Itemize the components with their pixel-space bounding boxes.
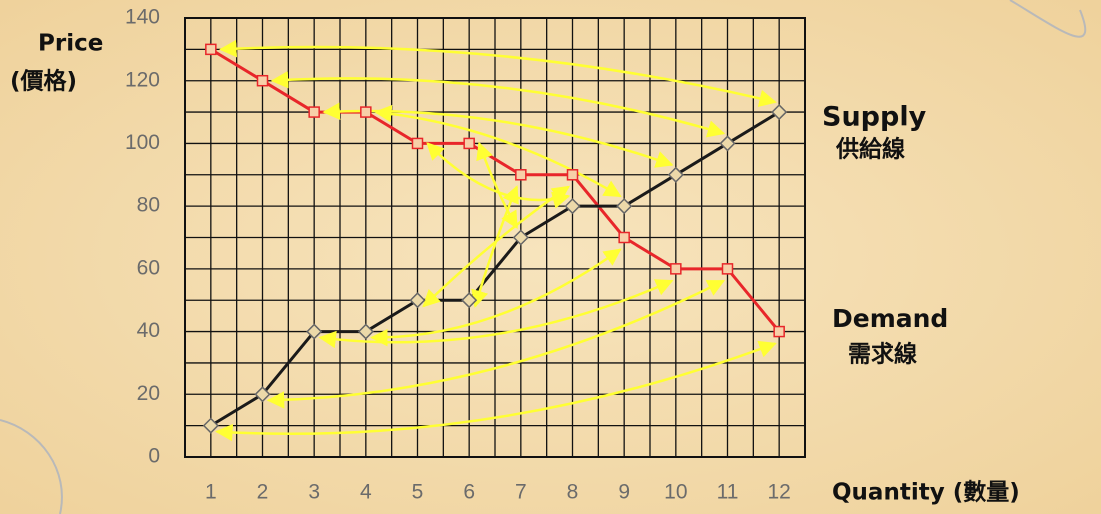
x-axis-label: Quantity (數量): [832, 480, 1020, 506]
legend-supply-sub: 供給線: [835, 136, 905, 163]
supply-marker: [616, 198, 633, 215]
supply-marker: [771, 104, 788, 121]
x-tick-label: 10: [664, 481, 687, 504]
demand-marker: [618, 231, 630, 244]
demand-marker: [308, 106, 320, 118]
supply-marker: [202, 417, 219, 434]
supply-marker: [667, 166, 684, 183]
y-tick-label: 20: [137, 382, 160, 405]
y-tick-label: 140: [125, 6, 160, 29]
y-tick-label: 0: [148, 445, 160, 468]
y-tick-label: 100: [125, 131, 160, 154]
legend-demand: Demand: [832, 304, 948, 333]
demand-marker: [721, 263, 734, 275]
x-tick-label: 12: [767, 481, 790, 504]
demand-marker: [515, 169, 527, 181]
y-tick-label: 120: [125, 68, 160, 91]
demand-marker: [205, 43, 217, 56]
decoration: [0, 419, 63, 514]
supply-marker: [409, 292, 426, 309]
x-tick-label: 1: [205, 481, 217, 504]
supply-marker: [512, 229, 529, 246]
x-tick-label: 6: [463, 481, 475, 504]
arrow: [374, 104, 622, 198]
y-tick-label: 80: [137, 194, 160, 217]
x-tick-label: 9: [618, 481, 630, 504]
demand-marker: [463, 137, 475, 150]
plot-area: [184, 17, 806, 458]
decoration: [1009, 0, 1087, 38]
arrow: [471, 185, 519, 308]
supply-marker: [306, 323, 323, 340]
demand-marker: [411, 137, 424, 150]
x-tick-label: 3: [308, 481, 320, 504]
arrow: [370, 248, 622, 347]
supply-marker: [461, 292, 478, 309]
x-tick-label: 7: [515, 481, 527, 504]
x-tick-label: 4: [360, 481, 372, 504]
supply-marker: [254, 386, 271, 403]
y-axis-label: Price: [38, 31, 103, 57]
y-tick-label: 40: [137, 319, 160, 342]
demand-marker: [670, 263, 682, 275]
demand-marker: [256, 74, 269, 87]
x-tick-label: 2: [257, 481, 269, 504]
supply-marker: [719, 135, 736, 152]
y-tick-label: 60: [137, 256, 160, 279]
legend-demand-sub: 需求線: [848, 341, 917, 368]
legend-supply: Supply: [822, 102, 927, 133]
demand-marker: [566, 169, 579, 181]
demand-marker: [360, 106, 372, 118]
supply-marker: [357, 323, 374, 340]
demand-marker: [773, 325, 785, 338]
x-tick-label: 8: [567, 481, 579, 504]
y-axis-label-sub: (價格): [10, 68, 77, 95]
supply-marker: [564, 198, 581, 215]
x-tick-label: 11: [717, 481, 739, 504]
x-tick-label: 5: [412, 481, 424, 504]
